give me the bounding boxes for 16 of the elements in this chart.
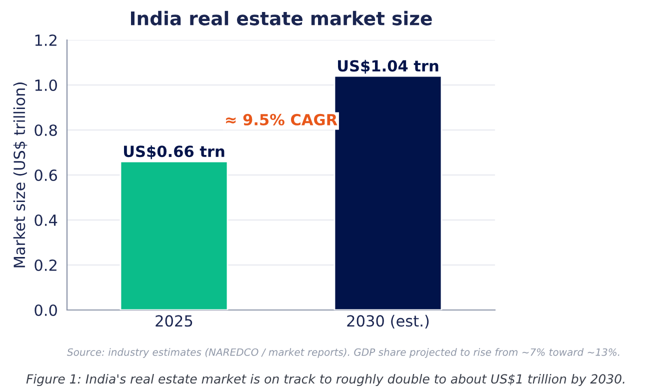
- y-tick-label: 1.2: [35, 34, 56, 46]
- x-tick-label: 2025: [156, 315, 192, 327]
- y-tick-label: 0.6: [34, 169, 58, 182]
- y-tick-label: 0.2: [34, 259, 56, 272]
- annotation: ≈ 9.5% CAGR: [226, 114, 338, 126]
- caption: Figure 1: India's real estate market is on track to roughly double to about US$1 trillion by 2030.: [26, 374, 624, 386]
- y-tick-label: 0.0: [34, 304, 57, 316]
- y-tick-label: 0.4: [34, 214, 58, 226]
- x-tick-label: 2030 (est.): [347, 314, 429, 328]
- data-label: US$0.66 trn: [124, 145, 224, 160]
- y-axis-title: Market size (US$ trillion): [13, 82, 28, 268]
- y-tick-label: 0.8: [34, 124, 57, 136]
- chart-title: India real estate market size: [130, 10, 432, 26]
- y-tick-label: 1.0: [35, 79, 57, 92]
- data-label: US$1.04 trn: [338, 60, 438, 74]
- source-note: Source: industry estimates (NAREDCO / market reports). GDP share projected to rise from ~7% toward ~13%.: [67, 348, 620, 358]
